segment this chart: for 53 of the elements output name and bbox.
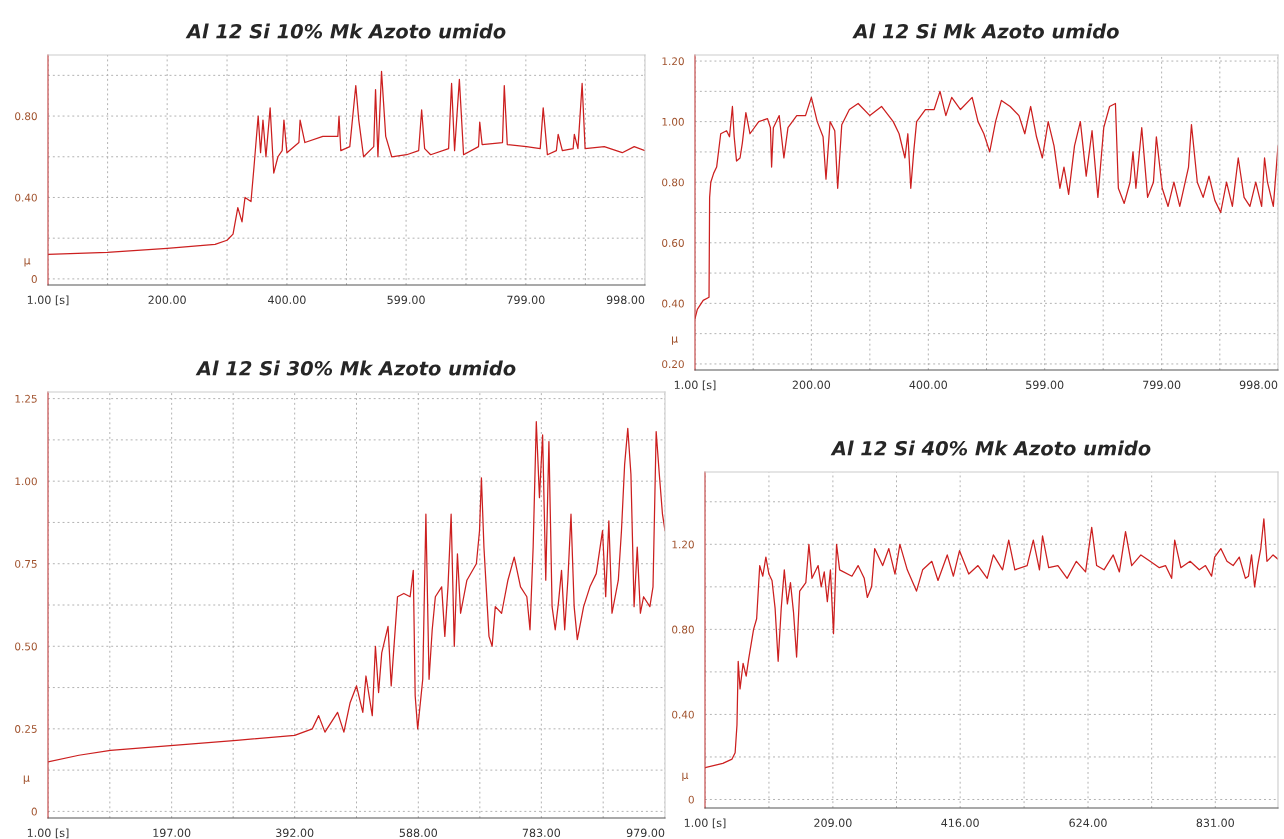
x-tick-label: 831.00 [1196, 818, 1234, 828]
line-series [48, 70, 645, 256]
y-tick-label: 1.20 [672, 540, 694, 549]
chart-title: Al 12 Si 10% Mk Azoto umido [185, 23, 506, 39]
line-series [705, 518, 1278, 769]
x-tick-label: 400.00 [268, 295, 306, 305]
x-tick-label: 200.00 [792, 380, 831, 390]
y-axis-title: μ [24, 258, 31, 267]
x-tick-label: 599.00 [1026, 380, 1064, 390]
y-tick-label: 0 [31, 275, 37, 283]
y-tick-label: 0.20 [662, 360, 684, 369]
x-tick-label: 624.00 [1069, 818, 1107, 828]
x-tick-label: 998.00 [1239, 380, 1278, 390]
y-tick-label: 1.20 [662, 57, 684, 66]
x-tick-label: 1.00 [s] [674, 380, 716, 391]
x-tick-label: 998.00 [606, 295, 645, 305]
y-tick-label: 0.80 [15, 112, 37, 121]
y-tick-label: 0.80 [672, 625, 694, 634]
y-tick-label: 0.40 [662, 299, 684, 308]
x-tick-label: 1.00 [s] [684, 818, 726, 829]
x-tick-label: 209.00 [814, 818, 852, 828]
x-tick-label: 197.00 [153, 828, 191, 838]
y-tick-label: 0.75 [15, 559, 37, 568]
y-tick-label: 1.25 [15, 394, 37, 403]
x-tick-label: 588.00 [399, 828, 438, 838]
y-tick-label: 0 [688, 795, 694, 804]
line-series [48, 421, 665, 763]
x-tick-label: 783.00 [522, 828, 561, 838]
y-axis-title: μ [672, 336, 678, 345]
x-tick-label: 416.00 [941, 818, 979, 828]
chart-title: Al 12 Si Mk Azoto umido [852, 23, 1119, 39]
y-axis-title: μ [682, 772, 689, 782]
y-tick-label: 1.00 [15, 477, 37, 486]
x-tick-label: 1.00 [s] [27, 828, 69, 839]
y-tick-label: 0.40 [15, 193, 37, 202]
y-axis-title: μ [23, 775, 30, 784]
y-tick-label: 0.50 [15, 642, 37, 651]
y-tick-label: 1.00 [662, 117, 684, 126]
x-tick-label: 200.00 [148, 295, 186, 305]
x-tick-label: 392.00 [276, 828, 314, 838]
y-tick-label: 0.40 [672, 710, 694, 719]
x-tick-label: 400.00 [909, 380, 948, 390]
chart-title: Al 12 Si 40% Mk Azoto umido [830, 440, 1151, 456]
x-tick-label: 979.00 [626, 828, 665, 838]
x-tick-label: 799.00 [507, 295, 545, 305]
y-tick-label: 0.25 [15, 725, 37, 733]
y-tick-label: 0.80 [662, 178, 684, 187]
y-tick-label: 0 [31, 807, 37, 816]
x-tick-label: 799.00 [1143, 380, 1181, 390]
y-tick-label: 0.60 [662, 239, 684, 247]
x-tick-label: 1.00 [s] [27, 295, 69, 306]
x-tick-label: 599.00 [387, 295, 425, 305]
chart-title: Al 12 Si 30% Mk Azoto umido [195, 360, 516, 376]
